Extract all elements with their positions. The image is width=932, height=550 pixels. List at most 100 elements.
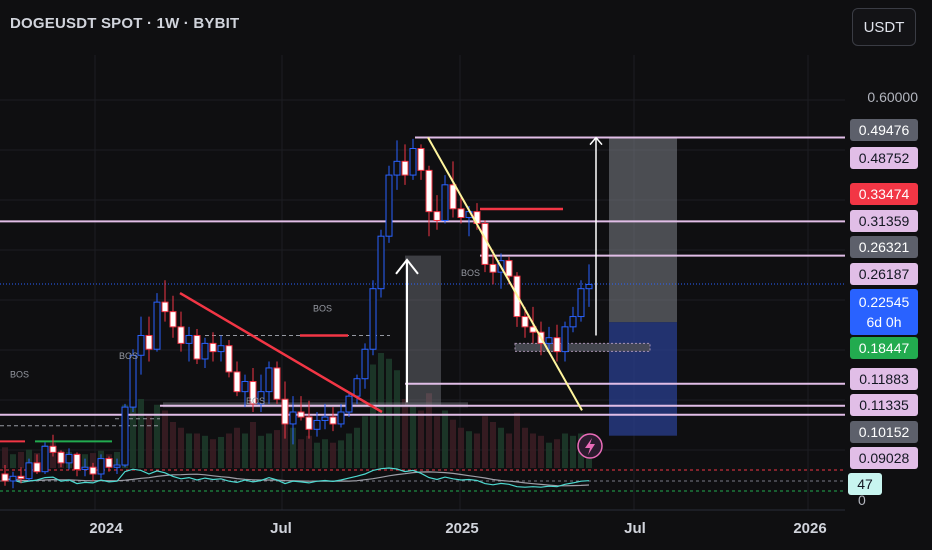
- candle-body: [137, 334, 145, 356]
- price-badge-value: 0.11883: [859, 371, 909, 387]
- candle-body: [217, 345, 225, 353]
- currency-button[interactable]: USDT: [852, 8, 916, 46]
- volume-bar: [426, 393, 432, 468]
- price-badge: 0.11883: [850, 368, 918, 390]
- volume-bar: [498, 427, 504, 468]
- volume-bar: [386, 358, 392, 468]
- volume-bar: [410, 404, 416, 468]
- candle-body: [41, 445, 49, 473]
- candle-body: [321, 416, 329, 421]
- candle-body: [353, 378, 361, 397]
- volume-bar: [450, 419, 456, 468]
- volume-bar: [178, 427, 184, 468]
- price-badge: 0.48752: [850, 147, 918, 169]
- candle-body: [17, 475, 25, 480]
- candle-body: [585, 283, 593, 290]
- candle-body: [129, 354, 137, 408]
- price-badge-value: 0.10152: [858, 424, 910, 440]
- volume-bar: [418, 410, 424, 468]
- volume-bar: [194, 433, 200, 468]
- volume-bar: [346, 433, 352, 468]
- volume-bar: [154, 404, 160, 468]
- bos-label: BOS: [119, 351, 138, 361]
- symbol-title: DOGEUSDT SPOT · 1W · BYBIT: [10, 15, 240, 32]
- price-badge-value: 0.09028: [858, 450, 910, 466]
- price-badge: 0.26187: [850, 263, 918, 285]
- candle-body: [457, 208, 465, 218]
- candle-body: [553, 337, 561, 353]
- volume-bars: [2, 353, 592, 468]
- volume-bar: [514, 412, 520, 468]
- candle-body: [73, 453, 81, 470]
- flash-icon: [577, 433, 603, 459]
- candle-body: [369, 288, 377, 350]
- rsi-pane: [0, 467, 845, 492]
- candle-body: [313, 419, 321, 430]
- volume-bar: [402, 399, 408, 468]
- time-axis-label: Jul: [624, 520, 646, 537]
- volume-bar: [226, 433, 232, 468]
- price-badge-value: 0.33474: [858, 186, 910, 202]
- candle-body: [385, 174, 393, 237]
- bos-label: BOS: [313, 304, 332, 314]
- volume-bar: [218, 436, 224, 468]
- price-badge-value: 0.11335: [859, 397, 909, 413]
- volume-bar: [586, 450, 592, 468]
- volume-bar: [442, 410, 448, 468]
- bos-label: BOS: [10, 369, 29, 379]
- up-arrow-head: [395, 258, 419, 275]
- price-badge-value: 0.48752: [858, 150, 910, 166]
- candle-body: [409, 148, 417, 176]
- candle-body: [305, 416, 313, 430]
- overlay-icons: [577, 433, 603, 459]
- price-badge: 0.31359: [850, 210, 918, 232]
- volume-bar: [370, 364, 376, 468]
- time-axis-label: 2026: [793, 520, 827, 537]
- candle-body: [337, 411, 345, 425]
- time-axis-label: Jul: [270, 520, 292, 537]
- candle-body: [417, 148, 425, 171]
- candle-body: [57, 451, 65, 464]
- candle-body: [489, 263, 497, 273]
- volume-bar: [314, 442, 320, 468]
- volume-bar: [434, 416, 440, 468]
- drawings: BOS BOS BOS BOS BOS: [10, 136, 603, 414]
- price-badge: 0.18447: [850, 337, 918, 359]
- volume-bar: [258, 435, 264, 468]
- zones: [163, 137, 677, 436]
- candle-body: [441, 184, 449, 221]
- volume-bar: [554, 439, 560, 468]
- price-badge-value: 0.22545: [858, 294, 910, 310]
- rsi-value-badge: 47: [848, 473, 882, 495]
- candle-body: [65, 453, 73, 464]
- candle-body: [25, 462, 33, 480]
- target-zone: [609, 137, 677, 323]
- bos-label: BOS: [246, 396, 265, 406]
- candle-body: [425, 169, 433, 213]
- candle-body: [201, 342, 209, 360]
- volume-bar: [338, 440, 344, 468]
- price-badge: 0.10152: [850, 421, 918, 443]
- candle-body: [361, 348, 369, 380]
- rsi-zero-label: 0: [858, 492, 866, 508]
- candle-body: [401, 160, 409, 176]
- demand-box: [514, 342, 651, 352]
- volume-bar: [298, 439, 304, 468]
- volume-bar: [90, 453, 96, 468]
- time-axis-label: 2025: [445, 520, 479, 537]
- gray-zone: [405, 255, 441, 406]
- candle-body: [241, 381, 249, 393]
- candle-body: [521, 316, 529, 328]
- volume-bar: [362, 416, 368, 468]
- volume-bar: [146, 416, 152, 468]
- candle-body: [209, 342, 217, 353]
- candle-body: [113, 464, 121, 468]
- price-badge-value: 0.31359: [858, 213, 910, 229]
- candle-body: [273, 367, 281, 400]
- price-badge: 0.49476: [850, 119, 918, 141]
- candle-body: [49, 445, 57, 453]
- candle-body: [257, 391, 265, 405]
- candle-body: [153, 301, 161, 350]
- candle-body: [233, 371, 241, 393]
